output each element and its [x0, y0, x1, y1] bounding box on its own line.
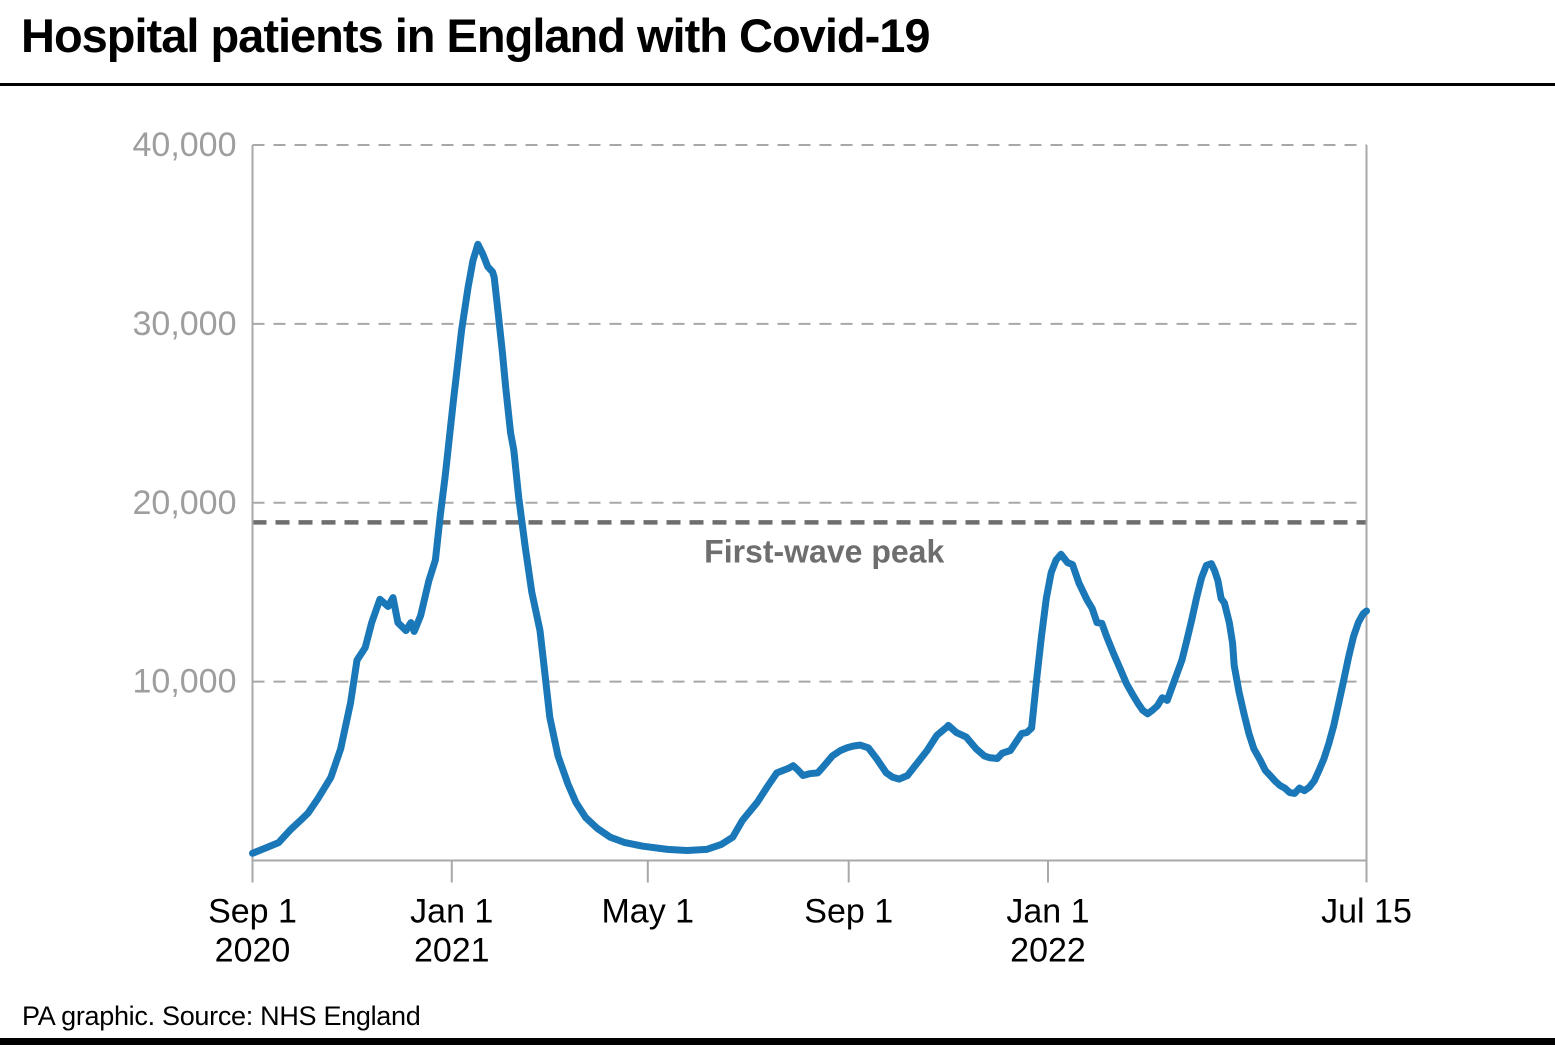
bottom-bar: [0, 1038, 1555, 1045]
x-tick-label: Sep 1: [804, 893, 893, 931]
x-tick-label-year: 2022: [1010, 932, 1086, 970]
y-tick-label: 40,000: [133, 126, 237, 164]
x-tick-label: Sep 1: [208, 893, 297, 931]
x-tick-label: Jul 15: [1321, 893, 1412, 931]
data-series-line: [249, 240, 1370, 857]
first-wave-peak-label: First-wave peak: [704, 533, 944, 569]
y-tick-label: 30,000: [133, 305, 237, 343]
source-credit: PA graphic. Source: NHS England: [22, 1001, 421, 1031]
x-tick-label: May 1: [601, 893, 694, 931]
x-tick-label-year: 2020: [215, 932, 291, 970]
x-tick-label-year: 2021: [414, 932, 490, 970]
y-tick-label: 20,000: [133, 484, 237, 522]
y-tick-label: 10,000: [133, 663, 237, 701]
title-divider: [0, 83, 1555, 86]
x-tick-label: Jan 1: [410, 893, 493, 931]
page-title: Hospital patients in England with Covid-…: [21, 9, 931, 62]
x-tick-label: Jan 1: [1006, 893, 1089, 931]
